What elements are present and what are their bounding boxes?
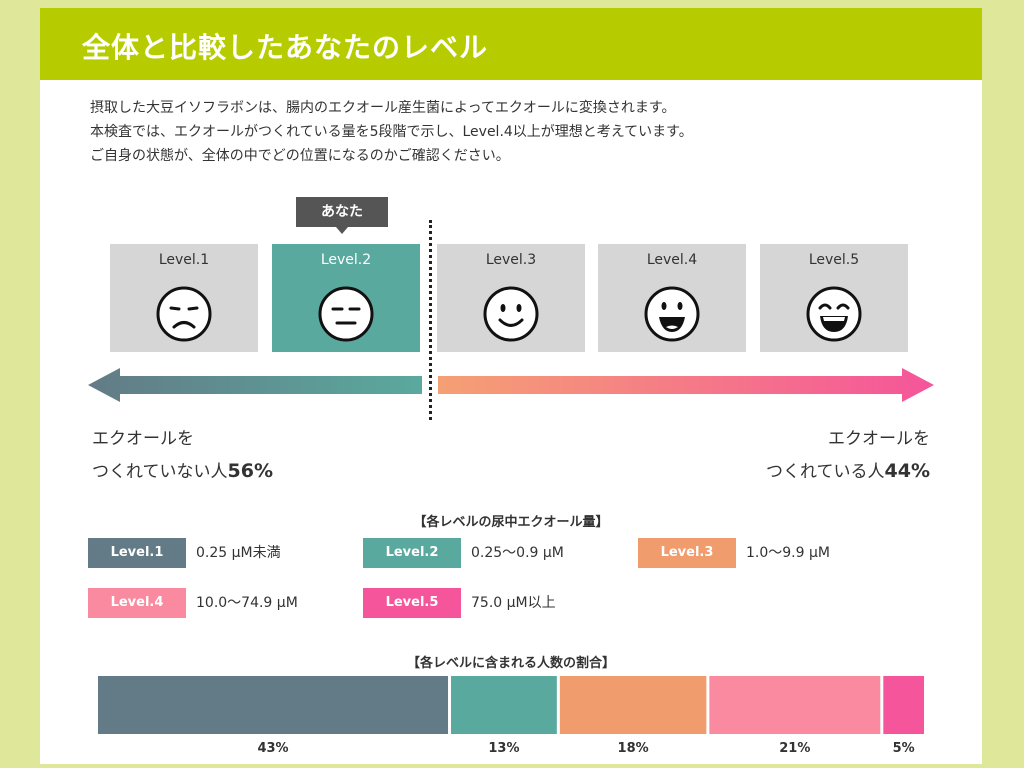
summary-right-line2: つくれている人: [766, 462, 885, 482]
bar-label-5: 5%: [893, 741, 915, 756]
smile-face-icon: [483, 286, 539, 342]
summary-right-line1: エクオールを: [828, 429, 930, 449]
arrow-right-icon: [438, 368, 934, 402]
level-label: Level.3: [485, 252, 537, 268]
level-box-5: Level.5: [760, 244, 908, 352]
header-bar: 全体と比較したあなたのレベル: [40, 8, 982, 80]
summary-left-pct: 56%: [227, 460, 273, 482]
legend-chip: Level.4: [88, 588, 186, 618]
legend-title: 【各レベルの尿中エクオール量】: [413, 515, 609, 530]
neutral-face-icon: [318, 286, 374, 342]
legend-chip: Level.1: [88, 538, 186, 568]
you-badge: あなた: [296, 197, 388, 234]
bar-segment-1: [98, 676, 449, 734]
legend-chip: Level.3: [638, 538, 736, 568]
legend-range: 10.0〜74.9 μM: [196, 595, 298, 611]
bar-segment-4: [709, 676, 881, 734]
level-box-1: Level.1: [110, 244, 258, 352]
legend-chip: Level.5: [363, 588, 461, 618]
grin-face-icon: [644, 286, 700, 342]
not-producing-summary: エクオールを つくれていない人56%: [92, 423, 273, 488]
level-box-3: Level.3: [437, 244, 585, 352]
intro-line-1: 摂取した大豆イソフラボンは、腸内のエクオール産生菌によってエクオールに変換されま…: [90, 100, 676, 116]
sad-face-icon: [156, 286, 212, 342]
threshold-divider: [429, 220, 432, 420]
legend-chip: Level.2: [363, 538, 461, 568]
level-label: Level.5: [808, 252, 860, 268]
bar-label-4: 21%: [779, 741, 810, 756]
producing-summary: エクオールを つくれている人44%: [766, 423, 930, 488]
intro-text: 摂取した大豆イソフラボンは、腸内のエクオール産生菌によってエクオールに変換されま…: [90, 96, 693, 168]
level-label: Level.4: [646, 252, 698, 268]
level-box-2: Level.2: [272, 244, 420, 352]
level-label: Level.1: [158, 252, 210, 268]
laugh-face-icon: [806, 286, 862, 342]
level-box-4: Level.4: [598, 244, 746, 352]
page-title: 全体と比較したあなたのレベル: [82, 31, 489, 64]
summary-left-line1: エクオールを: [92, 429, 194, 449]
bar-label-1: 43%: [257, 741, 288, 756]
bar-segment-2: [451, 676, 557, 734]
chart-title: 【各レベルに含まれる人数の割合】: [406, 656, 615, 671]
bar-label-3: 18%: [618, 741, 649, 756]
legend-range: 75.0 μM以上: [471, 595, 556, 611]
bar-segment-3: [559, 676, 707, 734]
proportion-bar-chart: 43% 13% 18% 21% 5%: [98, 676, 924, 756]
intro-line-2: 本検査では、エクオールがつくれている量を5段階で示し、Level.4以上が理想と…: [90, 124, 693, 140]
arrow-left-icon: [88, 368, 422, 402]
legend-range: 1.0〜9.9 μM: [746, 545, 830, 561]
summary-left-line2: つくれていない人: [92, 462, 228, 482]
intro-line-3: ご自身の状態が、全体の中でどの位置になるのかご確認ください。: [90, 148, 510, 164]
summary-right-pct: 44%: [884, 460, 930, 482]
bar-label-2: 13%: [488, 741, 519, 756]
bar-segment-5: [883, 676, 924, 734]
level-label: Level.2: [320, 252, 372, 268]
result-card: 全体と比較したあなたのレベル 摂取した大豆イソフラボンは、腸内のエクオール産生菌…: [40, 8, 982, 764]
legend-range: 0.25 μM未満: [196, 545, 281, 561]
legend-range: 0.25〜0.9 μM: [471, 545, 564, 561]
